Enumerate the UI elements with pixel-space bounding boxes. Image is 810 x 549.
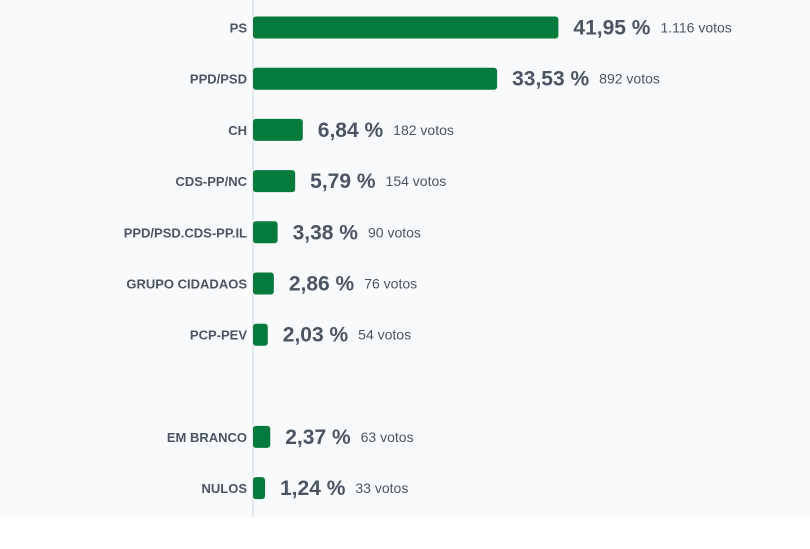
bar (253, 323, 268, 346)
votes-label: 154 votos (386, 173, 447, 189)
bar-row-ppd-psd: PPD/PSD 33,53 % 892 votos (190, 67, 660, 91)
votes-label: 892 votos (599, 71, 660, 87)
category-label: PCP-PEV (190, 328, 247, 343)
votes-label: 182 votos (393, 122, 454, 138)
bar-row-ch: CH 6,84 % 182 votos (228, 119, 454, 142)
bar (253, 477, 265, 500)
category-label: NULOS (202, 481, 248, 496)
bar (253, 118, 303, 141)
percent-label: 3,38 % (293, 221, 359, 244)
bar-row-ppd-psd-cds-pp-il: PPD/PSD.CDS-PP.IL 3,38 % 90 votos (124, 221, 421, 244)
votes-label: 90 votos (368, 224, 421, 240)
votes-label: 76 votos (364, 276, 417, 292)
percent-label: 2,86 % (289, 273, 355, 296)
bar (253, 272, 274, 295)
bar-row-grupo-cidadaos: GRUPO CIDADAOS 2,86 % 76 votos (126, 272, 417, 296)
votes-label: 1.116 votos (660, 20, 731, 36)
bar (253, 170, 296, 193)
bar-chart: PS 41,95 % 1.116 votos PPD/PSD 33,53 % 892 vo… (124, 0, 732, 517)
bar (253, 16, 559, 39)
percent-label: 41,95 % (573, 17, 650, 40)
category-label: CDS-PP/NC (175, 174, 247, 189)
bar-row-cds-pp-nc: CDS-PP/NC 5,79 % 154 votos (175, 170, 446, 193)
percent-label: 2,03 % (283, 324, 349, 347)
category-label: CH (228, 123, 247, 138)
category-label: GRUPO CIDADAOS (126, 277, 247, 292)
votes-label: 63 votos (361, 429, 414, 445)
percent-label: 33,53 % (512, 68, 589, 91)
bar (253, 221, 278, 244)
category-label: PS (230, 21, 248, 36)
bar-row-ps: PS 41,95 % 1.116 votos (230, 16, 732, 40)
percent-label: 6,84 % (318, 119, 384, 142)
category-label: EM BRANCO (167, 430, 247, 445)
percent-label: 5,79 % (310, 170, 376, 193)
category-label: PPD/PSD.CDS-PP.IL (124, 225, 247, 240)
bar-row-pcp-pev: PCP-PEV 2,03 % 54 votos (190, 323, 411, 347)
bar-row-em-branco: EM BRANCO 2,37 % 63 votos (167, 425, 414, 449)
votes-label: 54 votos (358, 327, 411, 343)
category-label: PPD/PSD (190, 72, 247, 87)
percent-label: 2,37 % (285, 426, 351, 449)
bar-row-nulos: NULOS 1,24 % 33 votos (202, 477, 408, 500)
chart-panel: PS 41,95 % 1.116 votos PPD/PSD 33,53 % 892 vo… (123, 0, 732, 517)
chart-marks: PS 41,95 % 1.116 votos PPD/PSD 33,53 % 892 vo… (124, 16, 732, 500)
bar (253, 425, 271, 448)
percent-label: 1,24 % (280, 477, 346, 500)
bar (253, 67, 498, 90)
votes-label: 33 votos (355, 480, 408, 496)
